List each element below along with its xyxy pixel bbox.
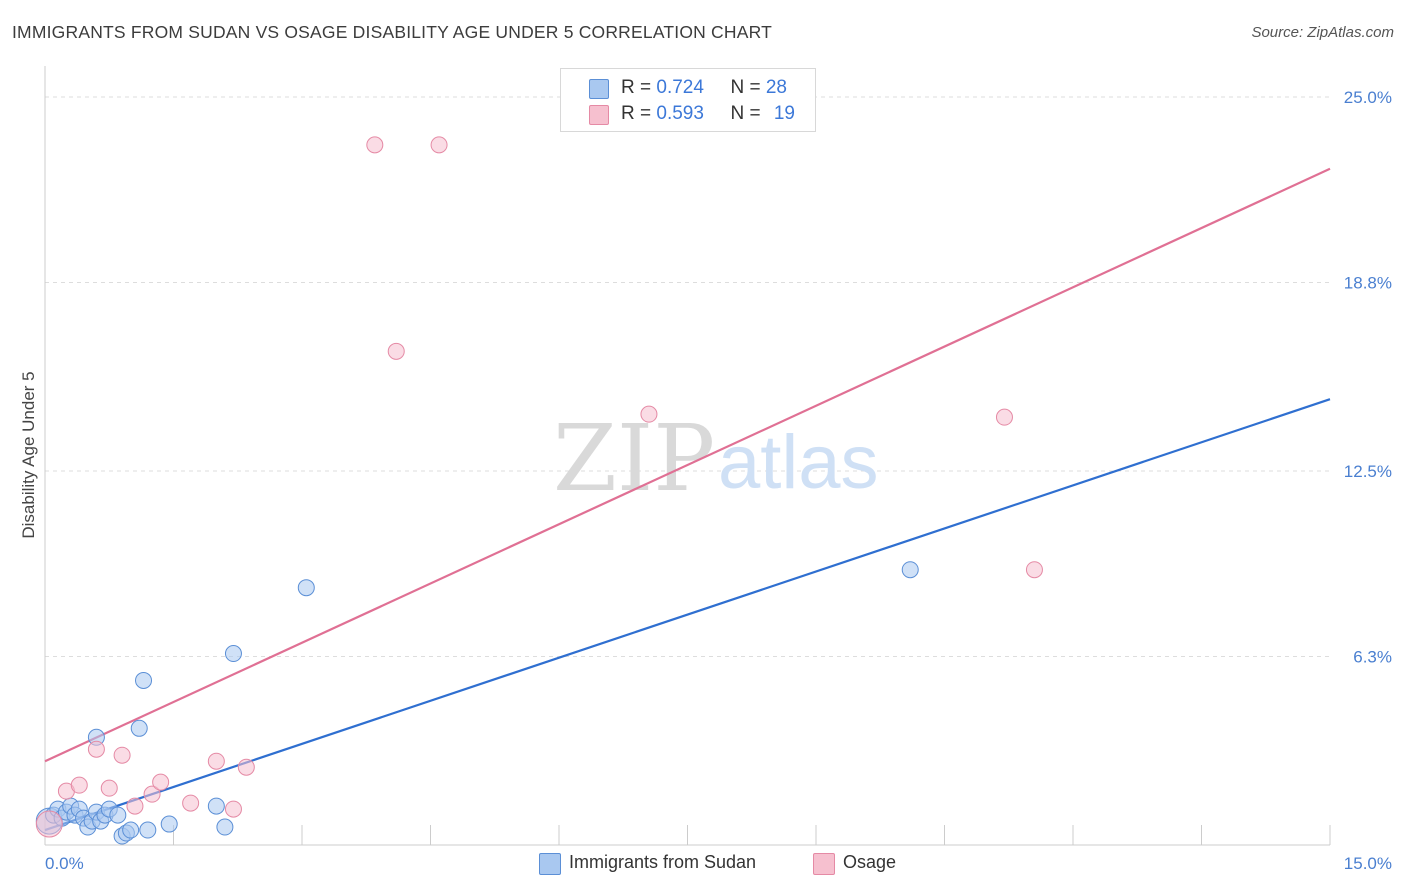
osage-point[interactable] bbox=[995, 408, 1013, 426]
watermark-atlas: atlas bbox=[718, 420, 879, 505]
legend-r-value: 0.724 bbox=[656, 77, 704, 98]
osage-point[interactable] bbox=[70, 776, 88, 794]
osage-point[interactable] bbox=[182, 794, 200, 812]
sudan-point[interactable] bbox=[901, 561, 919, 579]
osage-point[interactable] bbox=[100, 779, 118, 797]
y-tick-label: 18.8% bbox=[1344, 274, 1392, 293]
legend-n-value: 28 bbox=[765, 77, 787, 98]
legend-r-label: R = bbox=[621, 103, 657, 124]
osage-point[interactable] bbox=[126, 797, 144, 815]
sudan-trendline bbox=[44, 398, 1331, 832]
legend-swatch-pink bbox=[589, 105, 609, 125]
zipatlas-watermark: ZIP atlas bbox=[553, 405, 879, 512]
legend-n-label: N = bbox=[730, 77, 766, 98]
series-legend: Immigrants from Sudan Osage bbox=[0, 852, 1406, 878]
y-tick-label: 25.0% bbox=[1344, 88, 1392, 107]
osage-point[interactable] bbox=[224, 800, 242, 818]
y-tick-label: 12.5% bbox=[1344, 462, 1392, 481]
sudan-point[interactable] bbox=[160, 815, 178, 833]
legend-swatch-blue bbox=[589, 79, 609, 99]
correlation-legend: R = 0.724 N = 28 R = 0.593 N = 19 bbox=[560, 68, 816, 132]
legend-swatch-blue bbox=[539, 853, 561, 875]
y-tick-label: 6.3% bbox=[1353, 648, 1392, 667]
watermark-zip: ZIP bbox=[553, 405, 715, 512]
osage-point[interactable] bbox=[237, 758, 255, 776]
osage-trendline bbox=[44, 167, 1331, 763]
trendlines bbox=[44, 167, 1331, 832]
x-tick-label: 15.0% bbox=[1344, 854, 1392, 873]
sudan-point[interactable] bbox=[297, 579, 315, 597]
axes: 6.3% 12.5% 18.8% 25.0% 0.0% 15.0% bbox=[44, 66, 1392, 873]
osage-point[interactable] bbox=[143, 785, 161, 803]
source-credit: Source: ZipAtlas.com bbox=[1251, 24, 1394, 41]
sudan-point[interactable] bbox=[207, 797, 225, 815]
legend-r-label: R = bbox=[621, 77, 657, 98]
sudan-point[interactable] bbox=[135, 671, 153, 689]
data-points bbox=[35, 136, 1043, 845]
osage-point[interactable] bbox=[1025, 561, 1043, 579]
osage-point[interactable] bbox=[152, 773, 170, 791]
osage-point[interactable] bbox=[113, 746, 131, 764]
legend-n-label: N = bbox=[730, 103, 766, 124]
chart-title: IMMIGRANTS FROM SUDAN VS OSAGE DISABILIT… bbox=[12, 22, 773, 42]
osage-point[interactable] bbox=[207, 752, 225, 770]
legend-n-value: 19 bbox=[773, 103, 795, 124]
legend-r-value: 0.593 bbox=[656, 103, 704, 124]
osage-point[interactable] bbox=[640, 405, 658, 423]
sudan-point[interactable] bbox=[139, 821, 157, 839]
sudan-point[interactable] bbox=[122, 821, 140, 839]
x-tick-label: 0.0% bbox=[45, 854, 84, 873]
osage-point[interactable] bbox=[430, 136, 448, 154]
gridlines bbox=[45, 96, 1330, 658]
legend-swatch-pink bbox=[813, 853, 835, 875]
sudan-point[interactable] bbox=[216, 818, 234, 836]
sudan-point[interactable] bbox=[224, 645, 242, 663]
legend-label-sudan: Immigrants from Sudan bbox=[569, 852, 757, 872]
osage-point[interactable] bbox=[387, 342, 405, 360]
legend-label-osage: Osage bbox=[843, 852, 897, 872]
sudan-point[interactable] bbox=[130, 719, 148, 737]
sudan-point[interactable] bbox=[109, 806, 127, 824]
y-axis-label: Disability Age Under 5 bbox=[19, 371, 38, 538]
osage-point[interactable] bbox=[35, 810, 63, 838]
osage-point[interactable] bbox=[87, 740, 105, 758]
osage-point[interactable] bbox=[366, 136, 384, 154]
